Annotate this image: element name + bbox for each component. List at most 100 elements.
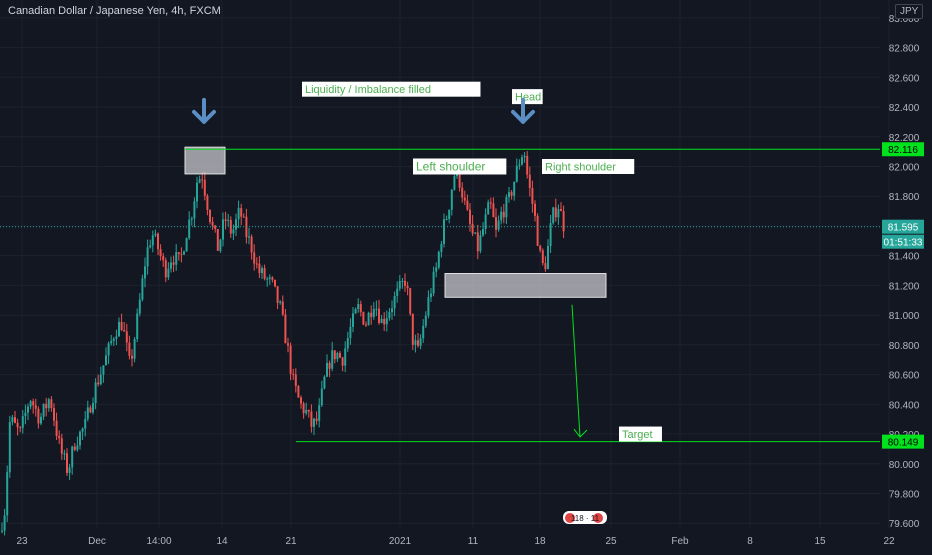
right-shoulder-label: Right shoulder (542, 158, 635, 174)
candle (310, 404, 313, 433)
candle (417, 333, 419, 348)
candle (359, 300, 362, 317)
candle (89, 405, 92, 414)
candle (1, 522, 3, 534)
candle (341, 356, 344, 372)
candle (266, 276, 269, 287)
currency-badge[interactable]: JPY (895, 4, 924, 19)
y-tick-label: 82.800 (889, 44, 920, 55)
candle (11, 414, 14, 426)
symbol-title: Canadian Dollar / Japanese Yen, 4h, FXCM (8, 5, 221, 17)
candle (448, 209, 451, 224)
candle (401, 277, 404, 289)
candle (219, 238, 222, 253)
head-arrow-icon (511, 97, 535, 124)
candle (406, 281, 409, 296)
candle (315, 411, 318, 425)
svg-text:Target: Target (622, 429, 653, 441)
candle (19, 426, 22, 433)
candle (193, 197, 196, 228)
candle (164, 257, 167, 283)
candle (248, 228, 250, 245)
candle (547, 239, 549, 270)
candle (123, 321, 126, 332)
y-tick-label: 83.000 (889, 14, 920, 25)
candle (235, 213, 237, 237)
candle (133, 336, 136, 363)
candle (445, 215, 448, 221)
candle (115, 329, 118, 346)
candle (432, 266, 435, 297)
candle (378, 299, 380, 325)
candle (40, 413, 42, 426)
candle (240, 203, 243, 226)
candle (411, 313, 414, 350)
candle (333, 350, 336, 364)
candle (409, 287, 412, 316)
candle (292, 368, 295, 380)
candle (370, 305, 373, 325)
y-tick-label: 79.800 (889, 490, 920, 501)
x-tick-label: 18 (534, 536, 546, 547)
candle (37, 406, 40, 429)
candle (255, 257, 258, 269)
candle (274, 279, 276, 288)
candle (505, 194, 508, 225)
candle (367, 311, 370, 326)
y-tick-label: 82.600 (889, 73, 920, 84)
candle (388, 307, 391, 321)
candle (479, 230, 482, 254)
candle (263, 264, 266, 281)
candle (544, 256, 547, 272)
candle (466, 194, 469, 211)
candle (404, 273, 406, 292)
candle (27, 403, 29, 421)
candle (97, 374, 100, 387)
candle (180, 247, 183, 263)
candle (289, 342, 292, 381)
candle (500, 206, 503, 225)
candle (297, 385, 300, 398)
candle (79, 430, 81, 450)
y-tick-label: 81.200 (889, 281, 920, 292)
candle (557, 204, 560, 225)
candle (222, 212, 224, 247)
candle (21, 409, 24, 434)
candle (513, 181, 516, 201)
candle (50, 396, 53, 412)
candle (154, 229, 157, 238)
candle (365, 321, 367, 327)
candle (112, 336, 115, 346)
x-tick-label: 15 (814, 536, 826, 547)
candle (149, 239, 152, 249)
x-tick-label: 8 (747, 536, 753, 547)
candle (440, 240, 443, 258)
candle (287, 337, 289, 353)
candle (300, 395, 302, 409)
candle (484, 208, 487, 235)
candle (216, 228, 219, 251)
candle (71, 445, 74, 475)
candle (206, 193, 209, 216)
candle (427, 290, 430, 319)
candle (521, 154, 523, 166)
candle (354, 307, 357, 314)
candle (362, 311, 365, 326)
y-tick-label: 80.400 (889, 400, 920, 411)
candle (214, 224, 217, 233)
x-tick-label: 21 (285, 536, 297, 547)
x-tick-label: 14 (216, 536, 228, 547)
candle (42, 403, 45, 421)
candle (323, 375, 326, 390)
candle (136, 308, 139, 343)
candle (495, 208, 497, 238)
candles (1, 151, 565, 536)
candle (294, 368, 297, 393)
candle (302, 401, 305, 419)
x-tick-label: 2021 (389, 536, 412, 547)
candle (453, 172, 456, 191)
y-tick-label: 81.800 (889, 192, 920, 203)
candle (63, 449, 66, 460)
